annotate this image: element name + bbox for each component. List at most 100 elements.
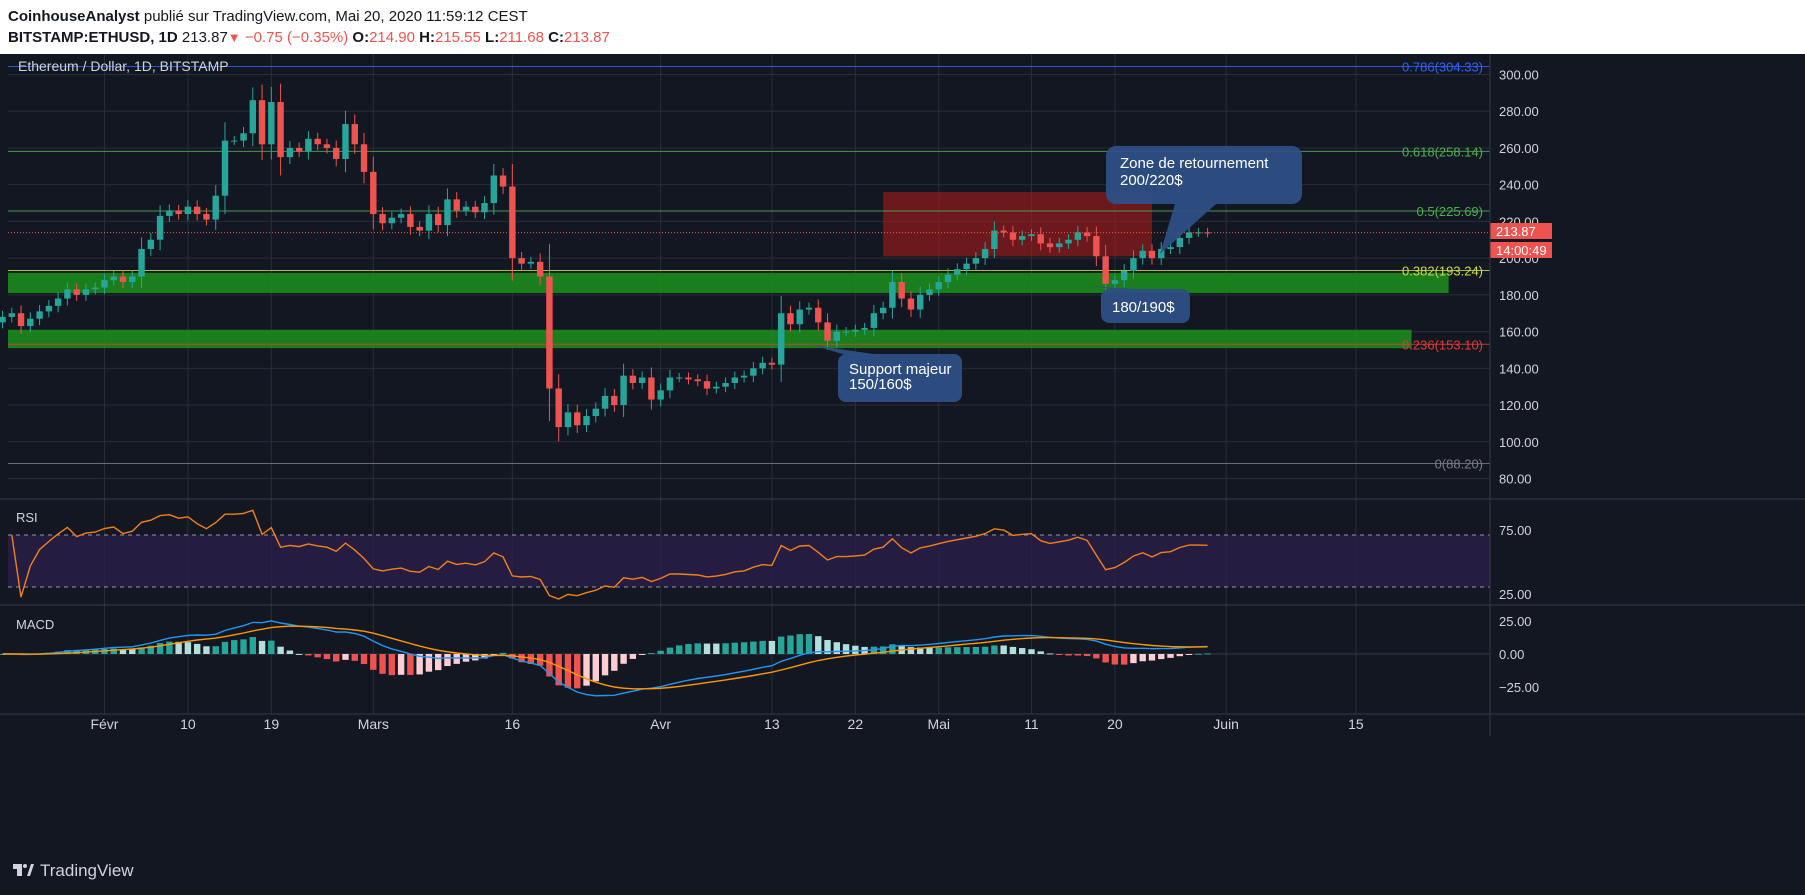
macd-histogram-bar: [1130, 654, 1137, 664]
macd-histogram-bar: [249, 637, 256, 654]
callout-180-190[interactable]: 180/190$: [1089, 286, 1190, 323]
candle-body: [657, 390, 664, 400]
candle-body: [184, 206, 192, 215]
tradingview-logo[interactable]: TradingView: [12, 861, 134, 881]
callout-support-line2: 150/160$: [849, 376, 912, 393]
macd-histogram-bar: [815, 636, 822, 654]
candle-body: [277, 102, 284, 158]
rsi-axis-75: 75.00: [1499, 523, 1532, 538]
candle-body: [231, 140, 238, 142]
candle-body: [879, 307, 887, 314]
macd-histogram-bar: [407, 654, 414, 675]
candle-body: [1158, 248, 1165, 259]
time-tick-label: 11: [1024, 716, 1039, 732]
candle-body: [564, 412, 572, 428]
macd-histogram-bar: [138, 647, 145, 654]
macd-histogram-bar: [759, 640, 766, 654]
price-tag: 213.87 14:00:49: [1490, 223, 1552, 258]
candle-body: [119, 276, 127, 283]
macd-histogram-bar: [944, 647, 952, 654]
candle-body: [666, 377, 674, 391]
macd-histogram-bar: [935, 647, 942, 654]
candle-body: [972, 258, 980, 264]
author-name[interactable]: CoinhouseAnalyst: [8, 8, 140, 25]
macd-histogram-bar: [1176, 654, 1183, 657]
candle-body: [212, 195, 219, 220]
macd-histogram-bar: [184, 642, 192, 654]
candle-body: [1065, 239, 1072, 244]
macd-histogram-bar: [1148, 654, 1156, 661]
macd-histogram-bar: [156, 643, 164, 654]
macd-histogram-bar: [889, 644, 896, 654]
candle-body: [852, 329, 859, 332]
macd-histogram-bar: [1093, 654, 1100, 659]
candle-body: [926, 289, 933, 295]
macd-histogram-bar: [731, 642, 739, 654]
macd-histogram-bar: [1102, 654, 1109, 663]
macd-histogram-bar: [1037, 651, 1044, 654]
time-tick-label: 13: [764, 716, 780, 732]
candle-body: [462, 206, 470, 211]
candle-body: [490, 175, 498, 204]
symbol-name: BITSTAMP:ETHUSD, 1D: [8, 29, 178, 46]
candle-body: [991, 230, 998, 249]
candle-body: [638, 377, 646, 384]
candle-body: [434, 214, 442, 226]
time-tick-label: Juin: [1213, 716, 1239, 732]
candle-body: [796, 309, 803, 325]
publication-header: CoinhouseAnalyst publié sur TradingView.…: [0, 0, 1805, 54]
macd-histogram-bar: [1009, 646, 1017, 654]
macd-histogram-bar: [499, 652, 507, 654]
macd-histogram-bar: [119, 649, 127, 654]
price-tick-label: 300.00: [1499, 68, 1539, 83]
zone-support-150-160: [8, 329, 1412, 349]
macd-signal-line: [2, 625, 1208, 690]
candle-body: [713, 386, 720, 389]
price-tick-label: 120.00: [1499, 398, 1539, 413]
macd-histogram-bar: [295, 653, 303, 655]
macd-histogram-bar: [1120, 654, 1128, 665]
high-label: H:: [419, 29, 435, 46]
macd-histogram-bar: [852, 645, 859, 654]
macd-histogram-bar: [917, 647, 924, 654]
macd-histogram-bar: [147, 645, 155, 654]
callout-major-support[interactable]: Support majeur 150/160$: [812, 345, 962, 402]
candle-body: [1028, 234, 1035, 237]
candle-body: [787, 313, 794, 325]
time-tick-label: Févr: [90, 716, 118, 732]
price-axis[interactable]: 300.00280.00260.00240.00220.00200.00180.…: [1499, 68, 1539, 487]
candle-body: [342, 124, 349, 159]
time-tick-label: 22: [848, 716, 864, 732]
macd-histogram-bar: [703, 643, 711, 654]
macd-histogram-bar: [666, 647, 674, 654]
candle-body: [305, 138, 312, 152]
candle-body: [110, 276, 117, 281]
callout-reversal-zone[interactable]: Zone de retournement 200/220$: [1106, 146, 1302, 254]
macd-histogram-bar: [907, 647, 915, 654]
candle-body: [1195, 232, 1202, 234]
macd-histogram-bar: [323, 654, 331, 660]
macd-histogram-bar: [1083, 654, 1091, 657]
macd-histogram-bar: [787, 635, 794, 654]
macd-histogram-bar: [166, 641, 173, 654]
price-tick-label: 140.00: [1499, 361, 1539, 376]
macd-histogram-bar: [305, 654, 312, 656]
candle-body: [1148, 250, 1156, 259]
candle-body: [156, 215, 164, 240]
macd-histogram-bar: [555, 654, 562, 686]
time-axis[interactable]: Févr 10 19 Mars 16 Avr 13 22 Mai 11 20 Juin 15: [90, 716, 1363, 732]
candle-body: [805, 307, 813, 310]
candle-body: [740, 375, 748, 378]
macd-histogram-bar: [1046, 653, 1054, 655]
macd-histogram-bar: [453, 654, 460, 664]
macd-histogram-bar: [546, 654, 553, 677]
candle-body: [379, 214, 386, 224]
zone-support-180-190: [8, 272, 1449, 294]
candle-body: [27, 318, 34, 327]
candle-body: [759, 362, 766, 369]
macd-axis-25: 25.00: [1499, 614, 1532, 629]
price-chart[interactable]: 0.786(304.33) 0.618(258.14) 0.5(225.69) 0.3…: [0, 54, 1805, 846]
candle-body: [370, 171, 377, 215]
candle-body: [629, 375, 637, 384]
rsi-line: [11, 509, 1208, 600]
